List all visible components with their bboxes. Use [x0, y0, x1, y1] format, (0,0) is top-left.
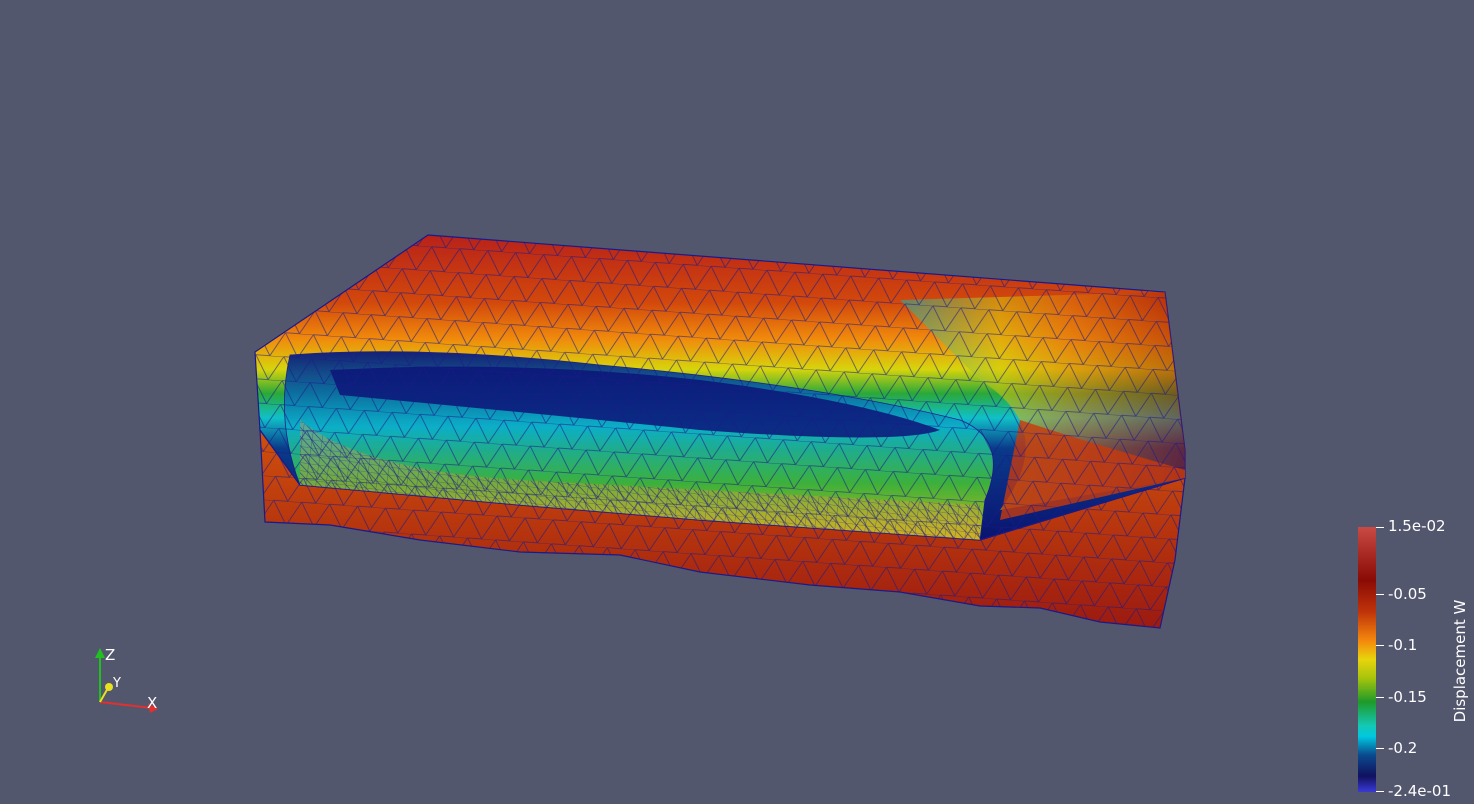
colorbar-min-label: -2.4e-01	[1388, 782, 1451, 800]
colorbar-tick-max	[1376, 527, 1384, 528]
colorbar-tick	[1376, 697, 1384, 698]
scalar-colorbar[interactable]	[1358, 527, 1376, 792]
colorbar-tick-label: -0.05	[1388, 585, 1427, 603]
colorbar-tick	[1376, 748, 1384, 749]
colorbar-tick-label: -0.15	[1388, 688, 1427, 706]
y-axis-label: Y	[113, 676, 121, 691]
colorbar-tick	[1376, 594, 1384, 595]
colorbar-title: Displacement W	[1451, 599, 1469, 723]
colorbar-tick-label: -0.2	[1388, 739, 1418, 757]
colorbar-tick	[1376, 645, 1384, 646]
colorbar-tick-min	[1376, 791, 1384, 792]
z-axis-label: Z	[105, 646, 116, 664]
axes-glyph	[95, 648, 158, 713]
x-axis-label: X	[147, 694, 158, 712]
orientation-axes: Z Y X	[80, 640, 180, 730]
colorbar-tick-label: -0.1	[1388, 636, 1418, 654]
colorbar-max-label: 1.5e-02	[1388, 517, 1446, 535]
